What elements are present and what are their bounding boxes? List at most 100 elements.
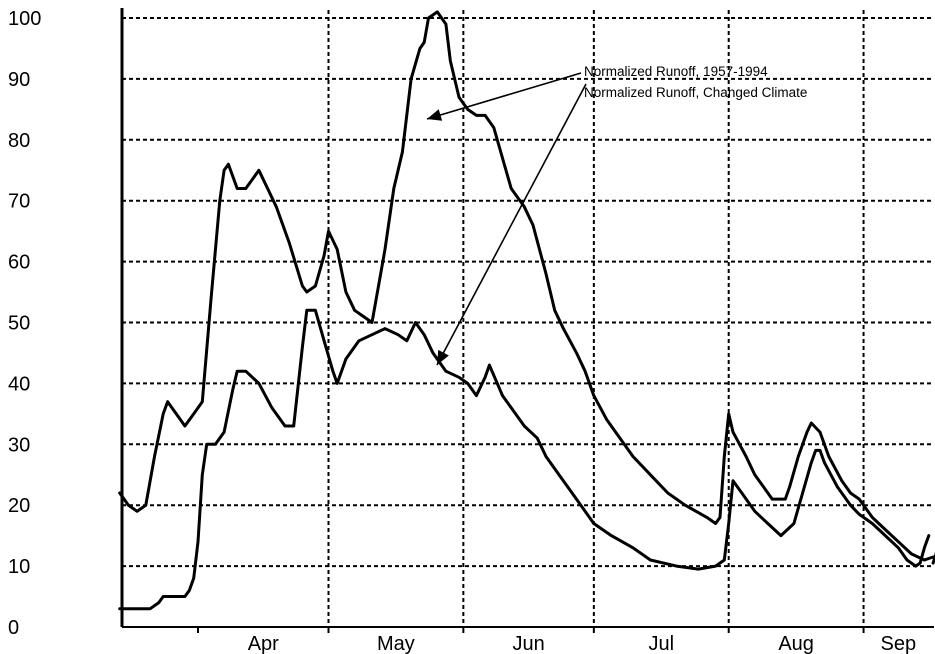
y-tick-label-60: 60 xyxy=(8,252,30,274)
series-0-point-32 xyxy=(414,321,417,324)
x-tick-label-apr: Apr xyxy=(248,633,279,654)
series-1-point-59 xyxy=(631,455,635,458)
series-0-point-75 xyxy=(905,558,909,562)
series-0-point-68 xyxy=(823,461,826,464)
series-0-point-13 xyxy=(231,388,234,391)
series-1-point-74 xyxy=(788,485,791,489)
series-1-point-8 xyxy=(183,424,187,428)
series-0-point-56 xyxy=(723,558,726,562)
series-1-point-35 xyxy=(409,77,413,81)
y-tick-label-90: 90 xyxy=(8,69,30,91)
series-0-point-12 xyxy=(222,430,226,434)
series-0-point-59 xyxy=(740,491,743,495)
annotation-arrow-1-head xyxy=(437,349,449,365)
series-1-point-64 xyxy=(714,522,717,525)
series-0-point-31 xyxy=(405,339,408,342)
series-1-point-77 xyxy=(810,421,813,425)
x-tick-label-aug: Aug xyxy=(778,633,814,654)
series-0-point-7 xyxy=(192,577,195,580)
series-0-point-49 xyxy=(592,522,595,525)
series-0-point-16 xyxy=(257,382,261,385)
series-1-point-68 xyxy=(731,430,735,434)
series-1-point-27 xyxy=(336,248,339,251)
series-0-point-50 xyxy=(610,534,613,537)
y-tick-label-30: 30 xyxy=(8,434,30,456)
series-0-point-70 xyxy=(849,504,852,507)
series-0-point-39 xyxy=(483,376,487,379)
series-1-point-34 xyxy=(401,150,404,154)
series-1-point-38 xyxy=(427,16,430,20)
series-1-point-37 xyxy=(423,41,426,44)
series-0-point-17 xyxy=(270,406,274,409)
annotation-arrow-1 xyxy=(436,83,587,366)
y-tick-label-20: 20 xyxy=(8,495,30,517)
series-1-point-9 xyxy=(192,412,195,416)
series-1-point-18 xyxy=(257,169,261,172)
series-1-point-14 xyxy=(227,163,230,166)
series-1-point-41 xyxy=(449,59,452,62)
series-0-point-30 xyxy=(396,333,400,336)
series-2-point-0 xyxy=(931,561,935,565)
series-1-point-30 xyxy=(362,315,365,318)
series-1-point-67 xyxy=(727,412,730,416)
series-0-point-65 xyxy=(810,461,813,464)
series-1-point-11 xyxy=(209,296,213,300)
series-0-point-46 xyxy=(557,473,561,476)
series-0-point-78 xyxy=(923,546,926,549)
series-1-point-49 xyxy=(523,205,526,208)
series-1-point-1 xyxy=(127,504,130,507)
series-0-point-4 xyxy=(175,595,178,598)
series-0-point-38 xyxy=(475,394,478,397)
series-0-point-67 xyxy=(818,449,822,452)
series-1-point-44 xyxy=(475,114,478,117)
series-0-point-74 xyxy=(897,546,900,549)
series-1-point-43 xyxy=(466,108,469,111)
series-0-point-21 xyxy=(305,309,308,312)
series-1-point-54 xyxy=(575,351,578,355)
series-1-point-24 xyxy=(314,284,317,288)
series-0-point-66 xyxy=(814,449,817,452)
series-1-point-84 xyxy=(884,528,887,531)
series-0-point-34 xyxy=(431,351,435,355)
series-0-point-77 xyxy=(918,561,922,565)
series-0-point-6 xyxy=(188,589,191,592)
series-1-point-4 xyxy=(153,455,156,458)
series-1-point-42 xyxy=(457,96,461,99)
series-1-point-51 xyxy=(544,272,548,275)
series-1-point-52 xyxy=(553,309,556,312)
series-1-point-82 xyxy=(858,497,861,501)
y-tick-label-40: 40 xyxy=(8,373,30,395)
series-1-point-36 xyxy=(418,47,422,50)
series-0-point-58 xyxy=(731,479,735,482)
series-1-point-75 xyxy=(797,455,800,458)
series-0-point-33 xyxy=(423,333,426,336)
y-tick-label-0: 0 xyxy=(8,617,19,639)
series-1-point-47 xyxy=(501,156,504,160)
series-1-point-80 xyxy=(840,479,843,482)
series-0-point-52 xyxy=(649,558,652,562)
series-1-point-72 xyxy=(771,497,774,501)
series-1-point-48 xyxy=(510,187,513,190)
series-1-point-76 xyxy=(805,430,809,434)
series-1-point-79 xyxy=(827,455,830,458)
series-1-point-13 xyxy=(222,169,226,172)
series-0-point-3 xyxy=(162,595,165,598)
series-0-point-2 xyxy=(157,601,160,604)
series-1-point-23 xyxy=(305,290,308,294)
series-1-point-69 xyxy=(744,455,748,458)
series-0-point-53 xyxy=(675,564,678,568)
series-1-point-21 xyxy=(288,242,291,245)
x-tick-label-sep: Sep xyxy=(881,633,917,654)
series-1-point-20 xyxy=(275,205,278,208)
series-0-point-73 xyxy=(884,534,887,537)
series-1-point-28 xyxy=(344,290,348,294)
series-0-point-0 xyxy=(118,607,121,610)
series-0-point-19 xyxy=(292,424,295,428)
series-0-point-9 xyxy=(201,473,204,476)
series-1-point-53 xyxy=(562,327,565,330)
series-0-point-37 xyxy=(466,382,469,385)
series-0-point-42 xyxy=(510,406,513,409)
series-1-point-33 xyxy=(392,187,395,190)
series-0-point-69 xyxy=(836,485,839,489)
series-0-point-23 xyxy=(322,339,326,342)
